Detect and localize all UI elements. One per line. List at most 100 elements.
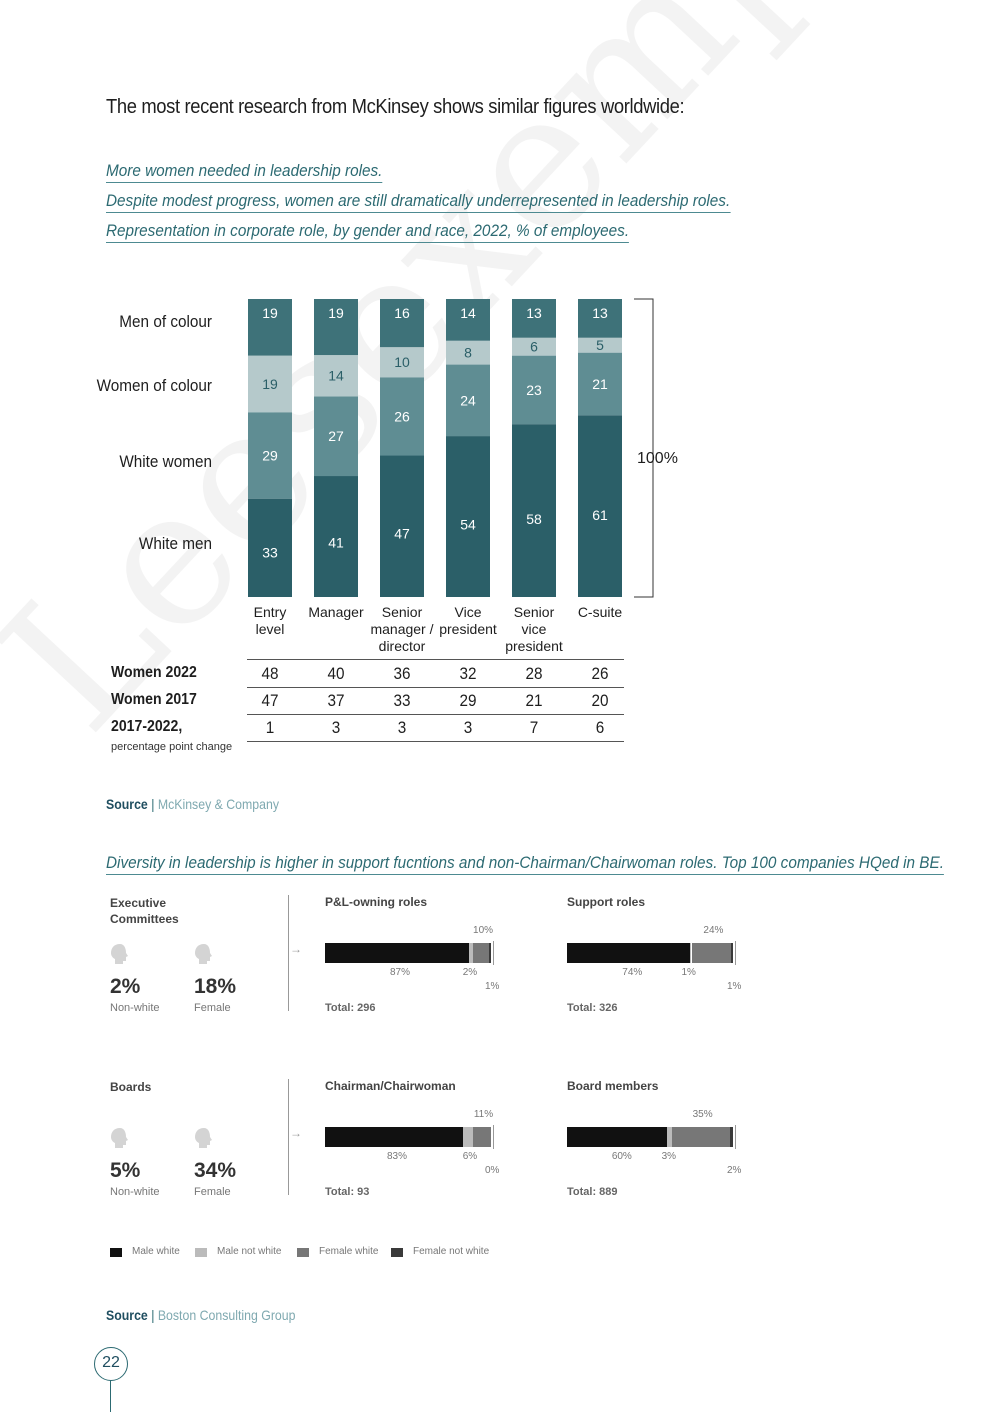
subtitle-3: Representation in corporate role, by gen… bbox=[106, 221, 630, 243]
table-line bbox=[247, 659, 624, 660]
bar-segment bbox=[380, 455, 424, 597]
table-cell: 36 bbox=[393, 664, 411, 683]
category-label-line: C-suite bbox=[577, 604, 623, 620]
table-cell: 37 bbox=[327, 691, 345, 710]
bar-segment bbox=[512, 299, 556, 338]
data-label: 58 bbox=[526, 511, 542, 527]
data-label: 14 bbox=[460, 305, 476, 321]
category-label: Manager bbox=[296, 604, 376, 621]
bar-pct-label: 3% bbox=[661, 1151, 677, 1162]
category-label: Entry level bbox=[230, 604, 310, 638]
subtitle-1: More women needed in leadership roles. bbox=[106, 161, 383, 183]
category-label: Vice president bbox=[428, 604, 508, 638]
bar-segment bbox=[578, 415, 622, 597]
category-label-line: director bbox=[378, 638, 426, 654]
bar-pct-label: 87% bbox=[389, 967, 410, 978]
data-label: 23 bbox=[526, 382, 542, 398]
series-label-men-of-colour: Men of colour bbox=[119, 312, 212, 331]
intro-text: The most recent research from McKinsey s… bbox=[106, 96, 685, 118]
bar-pct-label: 35% bbox=[692, 1109, 713, 1120]
bar-title: Board members bbox=[567, 1079, 659, 1093]
stat-value: 2% bbox=[110, 975, 141, 998]
table-cell: 7 bbox=[529, 718, 539, 737]
page-number-circle bbox=[94, 1347, 128, 1381]
arrow-icon: → bbox=[290, 1126, 302, 1140]
bar-segment bbox=[666, 1127, 672, 1147]
bar-segment bbox=[446, 436, 490, 597]
bar-pct-label: 2% bbox=[462, 967, 478, 978]
bar-segment bbox=[380, 377, 424, 456]
bar-segment bbox=[314, 299, 358, 356]
table-row-label-women-2017: Women 2017 bbox=[111, 691, 197, 708]
bar-pct-label: 1% bbox=[681, 967, 696, 978]
bar-pct-label: 83% bbox=[387, 1151, 408, 1162]
category-label-line: president bbox=[505, 638, 563, 654]
person-icon bbox=[194, 943, 214, 965]
data-label: 6 bbox=[530, 339, 538, 355]
table-cell: 47 bbox=[261, 691, 279, 710]
subtitle-2: Despite modest progress, women are still… bbox=[106, 191, 731, 213]
bar-segment bbox=[248, 498, 292, 597]
bracket-label: 100% bbox=[637, 450, 678, 467]
bar-segment bbox=[380, 299, 424, 348]
bar-title: P&L-owning roles bbox=[325, 895, 427, 909]
source-value: McKinsey & Company bbox=[157, 796, 280, 812]
data-label: 24 bbox=[460, 392, 476, 408]
table-cell: 3 bbox=[331, 718, 341, 737]
data-label: 33 bbox=[262, 545, 278, 561]
bar-pct-label: 74% bbox=[622, 967, 643, 978]
bar-total: Total: 889 bbox=[567, 1186, 618, 1198]
data-label: 5 bbox=[596, 337, 604, 353]
data-label: 10 bbox=[394, 354, 410, 370]
stat-label: Non-white bbox=[110, 1002, 160, 1014]
category-label-line: vice bbox=[521, 621, 547, 637]
bar-segment bbox=[578, 337, 622, 353]
category-label-line: Entry bbox=[253, 604, 287, 620]
category-label-line: Senior bbox=[513, 604, 555, 620]
bar-segment bbox=[248, 355, 292, 413]
group-divider bbox=[288, 895, 289, 1011]
data-label: 47 bbox=[394, 525, 410, 541]
category-label-line: manager / bbox=[370, 621, 434, 637]
table-cell: 29 bbox=[459, 691, 477, 710]
table-cell: 26 bbox=[591, 664, 609, 683]
bcg-title: Diversity in leadership is higher in sup… bbox=[106, 853, 944, 875]
bar-segment bbox=[512, 355, 556, 425]
bar-segment bbox=[325, 1127, 463, 1147]
person-head-icon bbox=[111, 944, 128, 964]
legend-label: Female not white bbox=[413, 1246, 490, 1257]
person-icon bbox=[110, 943, 130, 965]
series-label-white-men: White men bbox=[138, 534, 212, 553]
table-cell: 20 bbox=[591, 691, 609, 710]
bar-segment bbox=[729, 1127, 733, 1147]
person-icon bbox=[194, 1127, 214, 1149]
stat-value: 34% bbox=[194, 1159, 237, 1182]
page-number-line bbox=[110, 1380, 111, 1412]
bar-segment bbox=[578, 352, 622, 416]
bar-pct-label: 11% bbox=[473, 1109, 494, 1120]
group-divider bbox=[288, 1079, 289, 1195]
source-label: Source bbox=[106, 796, 148, 812]
bar-segment bbox=[567, 1127, 667, 1147]
data-label: 21 bbox=[592, 376, 608, 392]
bar-segment bbox=[472, 1127, 491, 1147]
bar-segment bbox=[446, 299, 490, 341]
data-label: 13 bbox=[592, 305, 608, 321]
bar-segment bbox=[462, 1127, 473, 1147]
bar-pct-label: 10% bbox=[473, 925, 494, 936]
bar-title: Support roles bbox=[567, 895, 646, 909]
category-label: Senior vice president bbox=[494, 604, 574, 655]
bar-segment bbox=[512, 337, 556, 356]
table-cell: 6 bbox=[595, 718, 605, 737]
person-head-icon bbox=[195, 944, 212, 964]
stat-label: Non-white bbox=[110, 1186, 160, 1198]
table-line bbox=[247, 687, 624, 688]
stat-label: Female bbox=[194, 1002, 231, 1014]
data-label: 29 bbox=[262, 447, 278, 463]
bar-segment bbox=[489, 943, 491, 963]
page-number: 22 bbox=[102, 1354, 120, 1371]
stat-label: Female bbox=[194, 1186, 231, 1198]
bar-pct-label: 6% bbox=[462, 1151, 478, 1162]
bar-pct-label: 0% bbox=[485, 1165, 500, 1176]
bar-segment bbox=[314, 396, 358, 477]
